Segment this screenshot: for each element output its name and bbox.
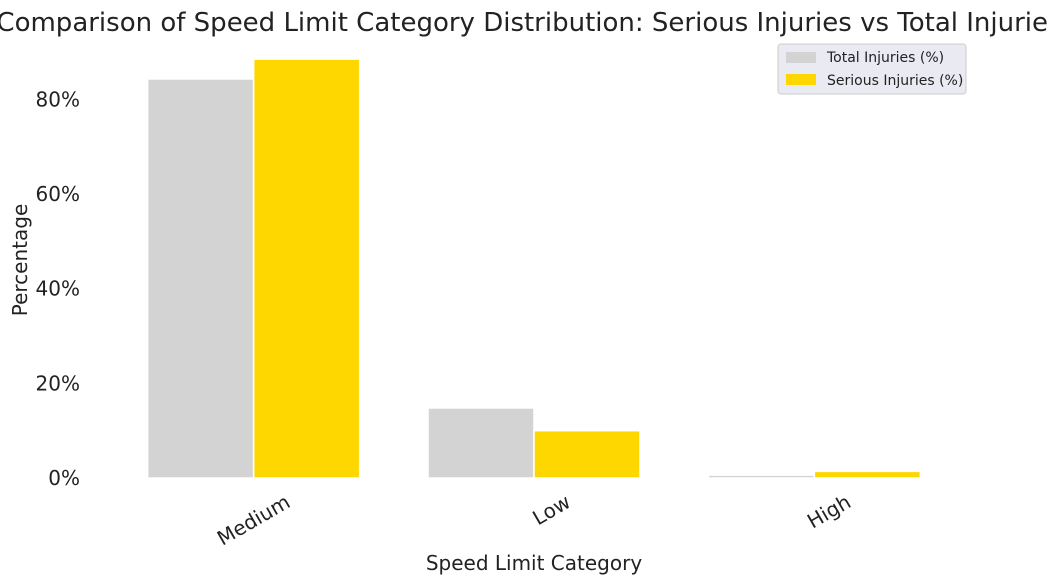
bar-serious-high — [813, 470, 922, 479]
legend-swatch-total — [786, 52, 816, 63]
y-axis-label: Percentage — [8, 204, 32, 317]
y-tick-label: 80% — [36, 87, 80, 111]
legend-label-total: Total Injuries (%) — [826, 50, 944, 66]
y-tick-label: 20% — [36, 371, 80, 395]
y-axis-ticks: 0% 20% 40% 60% 80% — [36, 87, 80, 490]
chart-title: Comparison of Speed Limit Category Distr… — [0, 8, 1047, 38]
x-axis-label: Speed Limit Category — [426, 551, 643, 575]
x-tick-label: Medium — [213, 490, 294, 551]
x-tick-label: Low — [528, 490, 574, 530]
y-tick-label: 0% — [48, 466, 80, 490]
bar-serious-low — [533, 429, 641, 479]
bars — [146, 58, 922, 479]
y-tick-label: 40% — [36, 277, 80, 301]
legend-label-serious: Serious Injuries (%) — [827, 73, 963, 89]
x-axis-ticks: Medium Low High — [213, 490, 855, 551]
legend-swatch-serious — [786, 74, 816, 85]
y-tick-label: 60% — [36, 182, 80, 206]
bar-total-low — [427, 407, 535, 479]
bar-total-medium — [146, 78, 255, 479]
x-tick-label: High — [803, 490, 855, 534]
legend: Total Injuries (%) Serious Injuries (%) — [777, 43, 967, 95]
legend-frame — [777, 43, 967, 95]
bar-serious-medium — [252, 58, 361, 479]
bar-total-high — [707, 474, 816, 479]
